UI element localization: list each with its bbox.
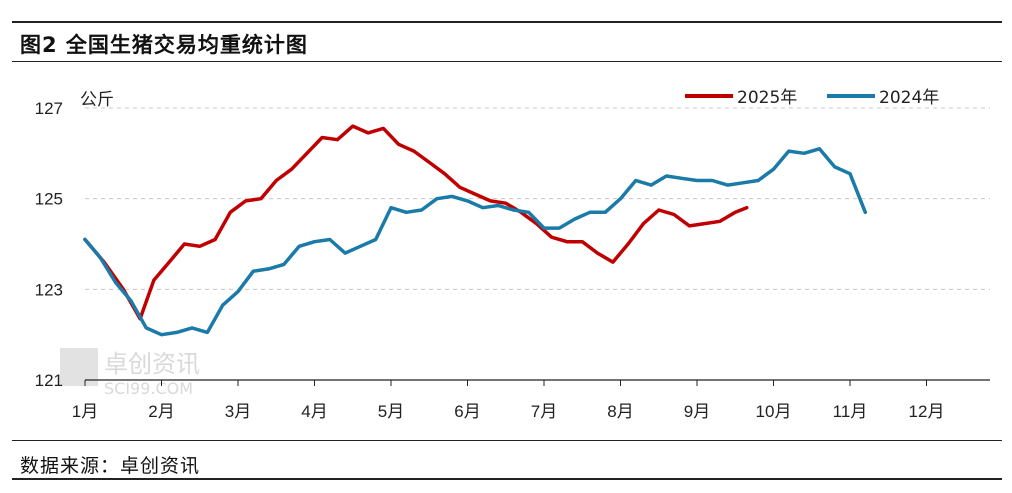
legend: 2025年 2024年 <box>685 88 939 108</box>
title-rule <box>12 61 1002 62</box>
y-tick-label: 125 <box>35 190 63 209</box>
y-tick-label: 121 <box>35 371 63 390</box>
x-tick-label: 4月 <box>301 402 327 421</box>
y-unit-label: 公斤 <box>80 90 114 110</box>
bottom-rule <box>12 478 1002 480</box>
chart-title: 图2 全国生猪交易均重统计图 <box>20 33 308 57</box>
source-rule <box>12 440 1002 441</box>
y-tick-label: 123 <box>35 280 63 299</box>
series-line-1 <box>83 147 868 337</box>
line-chart: 卓创资讯 SCI99.COM 1月 2月 3月 4月 5月 6月 7月 8月 9月 10月 11月 1… <box>35 88 990 421</box>
x-tick-label: 3月 <box>225 402 251 421</box>
x-tick-label: 2月 <box>148 402 174 421</box>
x-tick-label: 11月 <box>833 402 868 421</box>
x-tick-label: 6月 <box>454 402 480 421</box>
legend-label-2024: 2024年 <box>879 88 939 108</box>
x-tick-label: 12月 <box>909 402 945 421</box>
x-tick-label: 8月 <box>607 402 633 421</box>
watermark-en: SCI99.COM <box>104 379 193 398</box>
x-tick-label: 1月 <box>72 402 98 421</box>
x-tick-label: 10月 <box>756 402 792 421</box>
x-tick-label: 5月 <box>378 402 404 421</box>
data-source: 数据来源：卓创资讯 <box>20 455 201 477</box>
grid <box>85 107 990 290</box>
y-tick-label: 127 <box>35 99 63 118</box>
series-line-0 <box>83 124 749 321</box>
y-tick-labels: 121 123 125 127 <box>35 99 63 390</box>
x-tick-label: 7月 <box>531 402 557 421</box>
legend-label-2025: 2025年 <box>737 88 797 108</box>
top-rule <box>12 21 1002 23</box>
watermark-cn: 卓创资讯 <box>104 350 200 378</box>
watermark-logo: 卓创资讯 SCI99.COM <box>60 348 200 398</box>
series-lines <box>83 124 868 337</box>
x-ticks: 1月 2月 3月 4月 5月 6月 7月 8月 9月 10月 11月 12月 <box>72 380 945 421</box>
x-tick-label: 9月 <box>684 402 710 421</box>
